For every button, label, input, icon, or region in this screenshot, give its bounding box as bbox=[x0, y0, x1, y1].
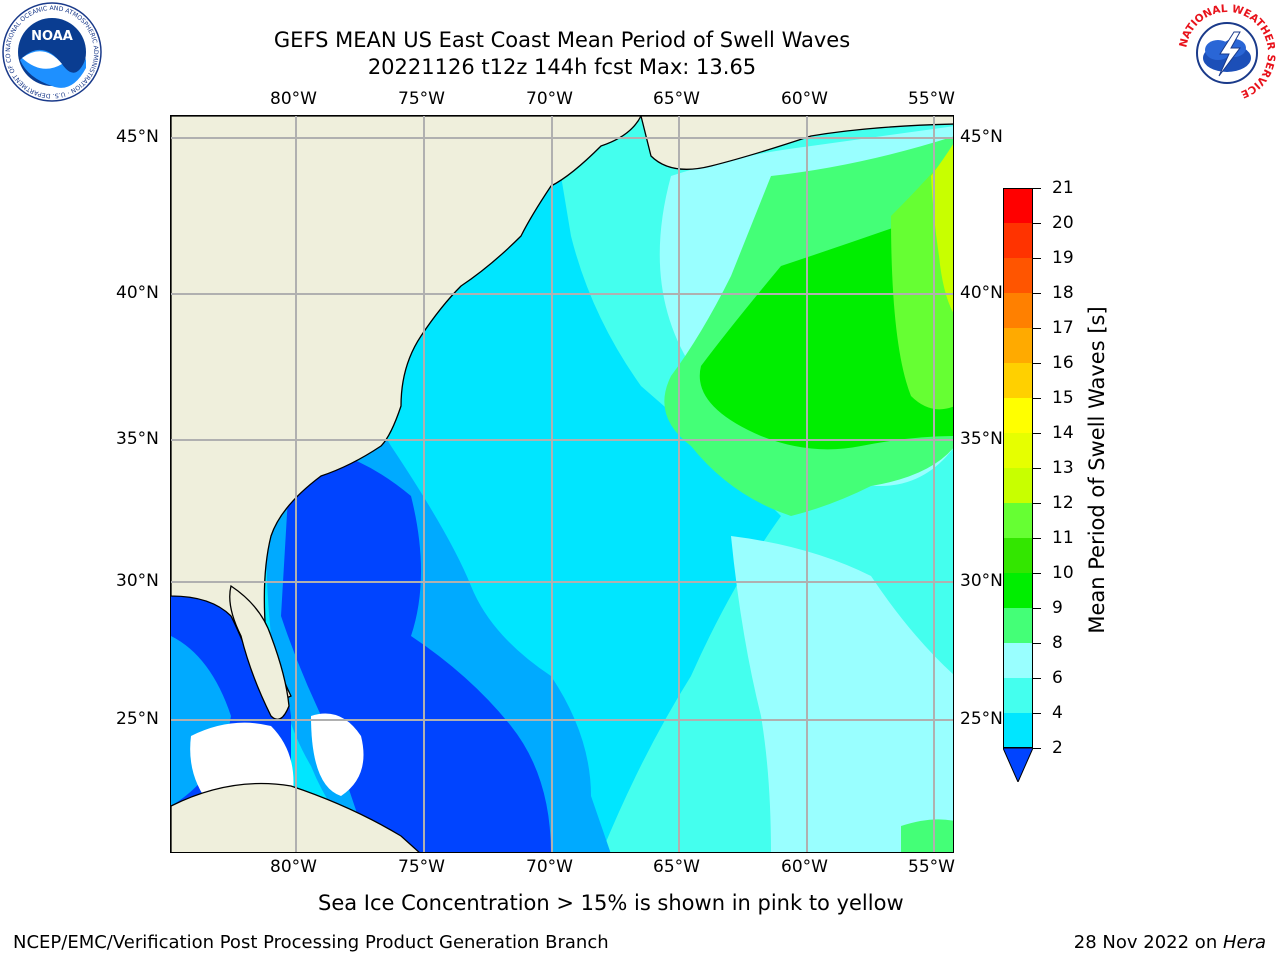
colorbar-band bbox=[1003, 608, 1033, 643]
top-lon-label: 75°W bbox=[398, 89, 445, 109]
bottom-lon-label: 55°W bbox=[908, 857, 955, 877]
colorbar-band bbox=[1003, 643, 1033, 678]
colorbar-tick-mark bbox=[1033, 293, 1041, 294]
left-lat-label: 45°N bbox=[116, 127, 159, 147]
top-lon-label: 65°W bbox=[653, 89, 700, 109]
colorbar-tick-label: 13 bbox=[1052, 458, 1074, 478]
footer-date: 28 Nov 2022 on Hera bbox=[1074, 932, 1266, 953]
sea-ice-note: Sea Ice Concentration > 15% is shown in … bbox=[318, 891, 904, 915]
colorbar-band bbox=[1003, 223, 1033, 258]
colorbar-tick-label: 10 bbox=[1052, 563, 1074, 583]
right-lat-label: 25°N bbox=[960, 709, 1003, 729]
colorbar-tick-label: 16 bbox=[1052, 353, 1074, 373]
colorbar-band bbox=[1003, 188, 1033, 223]
colorbar-band bbox=[1003, 328, 1033, 363]
top-lon-label: 55°W bbox=[908, 89, 955, 109]
bahamas-mask bbox=[311, 713, 364, 796]
colorbar-tick-label: 17 bbox=[1052, 318, 1074, 338]
colorbar-band bbox=[1003, 573, 1033, 608]
colorbar-tick-label: 2 bbox=[1052, 738, 1063, 758]
colorbar-tick-label: 11 bbox=[1052, 528, 1074, 548]
footer-date-text: 28 Nov 2022 on bbox=[1073, 932, 1223, 953]
colorbar-tick-label: 21 bbox=[1052, 178, 1074, 198]
noaa-logo-text: NOAA bbox=[31, 29, 73, 44]
swell-period-map bbox=[170, 115, 954, 853]
colorbar-band bbox=[1003, 468, 1033, 503]
colorbar-tick-mark bbox=[1033, 643, 1041, 644]
right-lat-label: 30°N bbox=[960, 571, 1003, 591]
colorbar-band bbox=[1003, 713, 1033, 748]
colorbar-tick-label: 14 bbox=[1052, 423, 1074, 443]
swell-zone-10s-south bbox=[901, 819, 953, 852]
left-lat-label: 35°N bbox=[116, 429, 159, 449]
swell-zone-13s bbox=[931, 144, 953, 313]
map-title: GEFS MEAN US East Coast Mean Period of S… bbox=[273, 28, 851, 52]
colorbar-tick-mark bbox=[1033, 258, 1041, 259]
top-lon-label: 60°W bbox=[781, 89, 828, 109]
left-lat-label: 25°N bbox=[116, 709, 159, 729]
colorbar-band bbox=[1003, 678, 1033, 713]
colorbar-tick-mark bbox=[1033, 328, 1041, 329]
colorbar-tick-mark bbox=[1033, 713, 1041, 714]
colorbar-frame bbox=[1003, 188, 1033, 748]
colorbar-tick-mark bbox=[1033, 363, 1041, 364]
colorbar bbox=[1002, 188, 1034, 784]
colorbar-tick-label: 15 bbox=[1052, 388, 1074, 408]
colorbar-tick-label: 20 bbox=[1052, 213, 1074, 233]
colorbar-band bbox=[1003, 433, 1033, 468]
footer-host: Hera bbox=[1222, 932, 1266, 953]
colorbar-label: Mean Period of Swell Waves [s] bbox=[1085, 306, 1109, 634]
colorbar-band bbox=[1003, 538, 1033, 573]
colorbar-tick-mark bbox=[1033, 398, 1041, 399]
colorbar-tick-label: 4 bbox=[1052, 703, 1063, 723]
colorbar-tick-label: 6 bbox=[1052, 668, 1063, 688]
left-lat-label: 40°N bbox=[116, 283, 159, 303]
bottom-lon-label: 70°W bbox=[526, 857, 573, 877]
colorbar-tick-label: 19 bbox=[1052, 248, 1074, 268]
florida-land bbox=[229, 584, 290, 720]
top-lon-label: 70°W bbox=[526, 89, 573, 109]
footer-credit: NCEP/EMC/Verification Post Processing Pr… bbox=[13, 932, 609, 953]
colorbar-tick-mark bbox=[1033, 573, 1041, 574]
colorbar-tick-label: 18 bbox=[1052, 283, 1074, 303]
left-lat-label: 30°N bbox=[116, 571, 159, 591]
colorbar-tick-mark bbox=[1033, 188, 1041, 189]
colorbar-band bbox=[1003, 363, 1033, 398]
colorbar-tick-mark bbox=[1033, 538, 1041, 539]
bottom-lon-label: 60°W bbox=[781, 857, 828, 877]
top-lon-label: 80°W bbox=[270, 89, 317, 109]
noaa-logo: NATIONAL OCEANIC AND ATMOSPHERIC ADMINIS… bbox=[0, 0, 102, 102]
right-lat-label: 40°N bbox=[960, 283, 1003, 303]
bottom-lon-label: 75°W bbox=[398, 857, 445, 877]
colorbar-band bbox=[1003, 293, 1033, 328]
colorbar-tick-mark bbox=[1033, 748, 1041, 749]
colorbar-band bbox=[1003, 503, 1033, 538]
colorbar-tick-label: 12 bbox=[1052, 493, 1074, 513]
map-subtitle: 20221126 t12z 144h fcst Max: 13.65 bbox=[367, 55, 757, 79]
colorbar-tick-mark bbox=[1033, 468, 1041, 469]
colorbar-tick-mark bbox=[1033, 678, 1041, 679]
nws-logo: NATIONAL WEATHER SERVICE bbox=[1176, 2, 1278, 104]
colorbar-tick-mark bbox=[1033, 608, 1041, 609]
colorbar-tick-label: 8 bbox=[1052, 633, 1063, 653]
colorbar-band bbox=[1003, 258, 1033, 293]
bottom-lon-label: 65°W bbox=[653, 857, 700, 877]
swell-zone-8s bbox=[731, 536, 953, 852]
colorbar-tick-label: 9 bbox=[1052, 598, 1063, 618]
colorbar-band bbox=[1003, 398, 1033, 433]
colorbar-tick-mark bbox=[1033, 503, 1041, 504]
graticule bbox=[171, 116, 953, 852]
colorbar-tick-mark bbox=[1033, 223, 1041, 224]
bottom-lon-label: 80°W bbox=[270, 857, 317, 877]
right-lat-label: 45°N bbox=[960, 127, 1003, 147]
colorbar-tick-mark bbox=[1033, 433, 1041, 434]
colorbar-extend-arrow bbox=[1002, 747, 1034, 784]
right-lat-label: 35°N bbox=[960, 429, 1003, 449]
swell-zone-11s bbox=[699, 206, 953, 450]
